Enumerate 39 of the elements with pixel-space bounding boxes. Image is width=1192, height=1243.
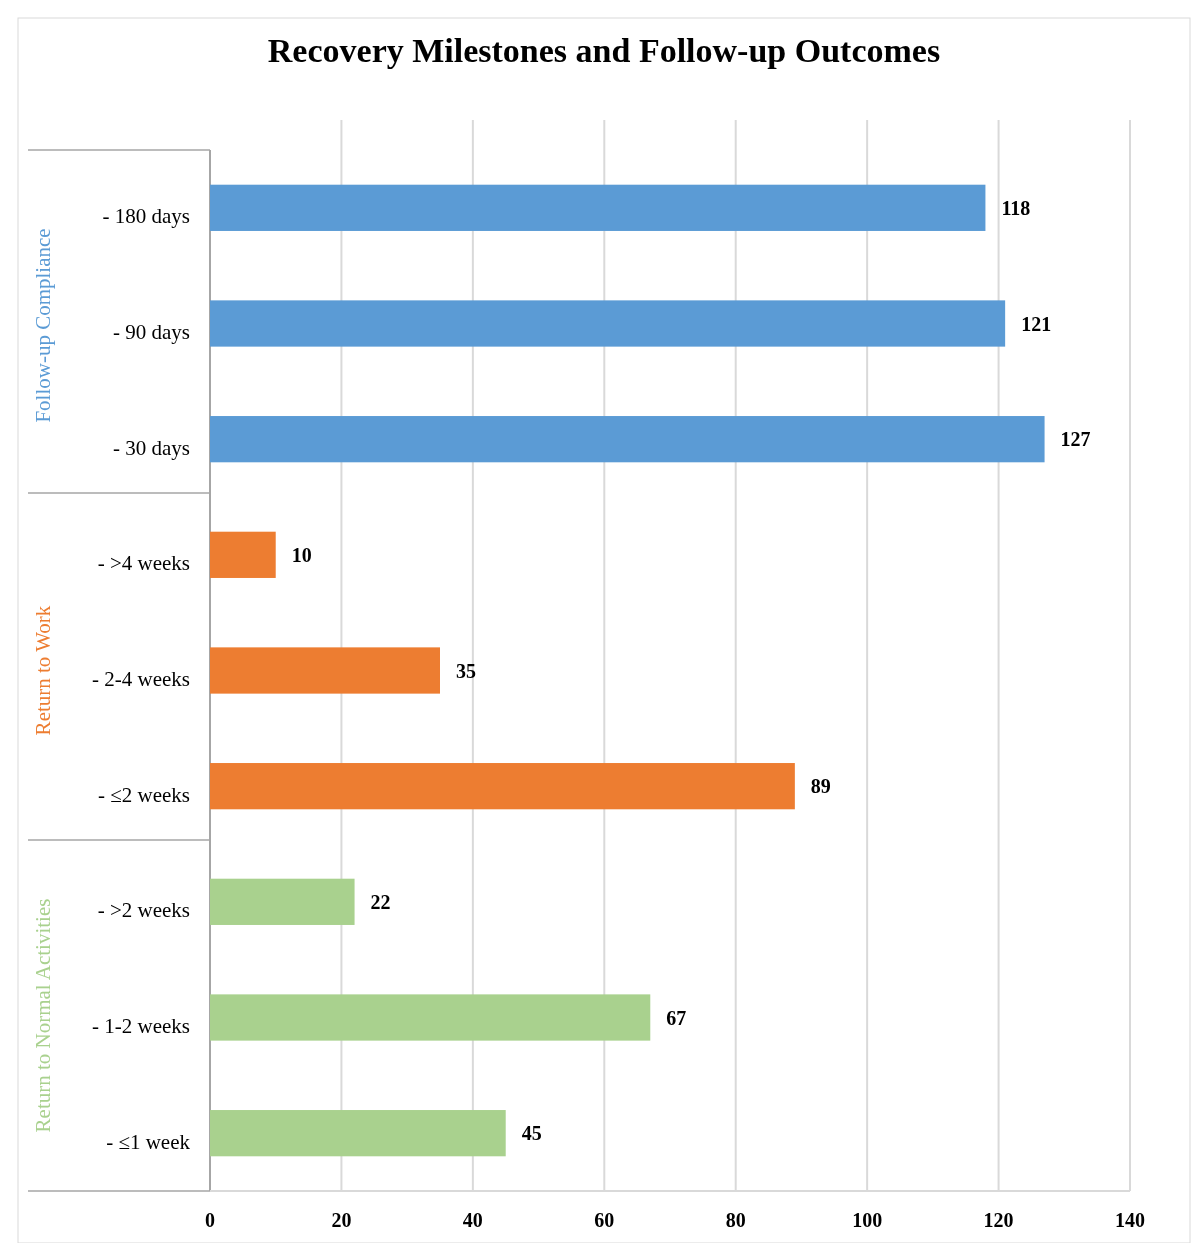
x-tick-label: 20: [331, 1209, 352, 1231]
x-tick-label: 0: [205, 1209, 215, 1231]
text: Follow-up Compliance: [31, 228, 55, 423]
y-tick-label: - >4 weeks: [97, 551, 190, 576]
bar: [210, 531, 276, 578]
data-label: 89: [810, 775, 831, 798]
bar: [210, 647, 440, 694]
text: Return to Normal Activities: [31, 898, 55, 1133]
x-tick-label: 140: [1115, 1209, 1145, 1231]
text: Return to Work: [31, 605, 55, 736]
y-tick-label: - 1-2 weeks: [92, 1013, 190, 1038]
bar: [210, 184, 986, 231]
data-label: 118: [1001, 196, 1031, 219]
data-label: 121: [1021, 312, 1052, 335]
bar: [210, 1110, 506, 1157]
x-tick-label: 60: [594, 1209, 615, 1231]
y-tick-label: - 180 days: [102, 204, 190, 229]
bar: [210, 878, 355, 925]
data-label: 45: [521, 1122, 542, 1145]
y-tick-label: - ≤1 week: [106, 1129, 191, 1154]
chart-title: Recovery Milestones and Follow-up Outcomes: [267, 32, 941, 69]
bar: [210, 416, 1045, 463]
y-tick-label: - 90 days: [113, 319, 190, 344]
x-tick-label: 40: [462, 1209, 483, 1231]
bar: [210, 300, 1006, 347]
data-label: 127: [1060, 428, 1091, 451]
bar: [210, 763, 795, 810]
x-tick-label: 80: [725, 1209, 746, 1231]
data-label: 10: [291, 543, 312, 566]
y-tick-label: - >2 weeks: [97, 898, 190, 923]
data-label: 67: [666, 1006, 687, 1029]
y-tick-label: - 30 days: [113, 435, 190, 460]
y-tick-label: - ≤2 weeks: [98, 782, 190, 807]
y-tick-label: - 2-4 weeks: [92, 666, 190, 691]
data-label: 22: [370, 890, 391, 913]
data-label: 35: [456, 659, 476, 682]
x-tick-label: 120: [983, 1209, 1014, 1231]
x-tick-label: 100: [852, 1209, 883, 1231]
bar: [210, 994, 651, 1041]
